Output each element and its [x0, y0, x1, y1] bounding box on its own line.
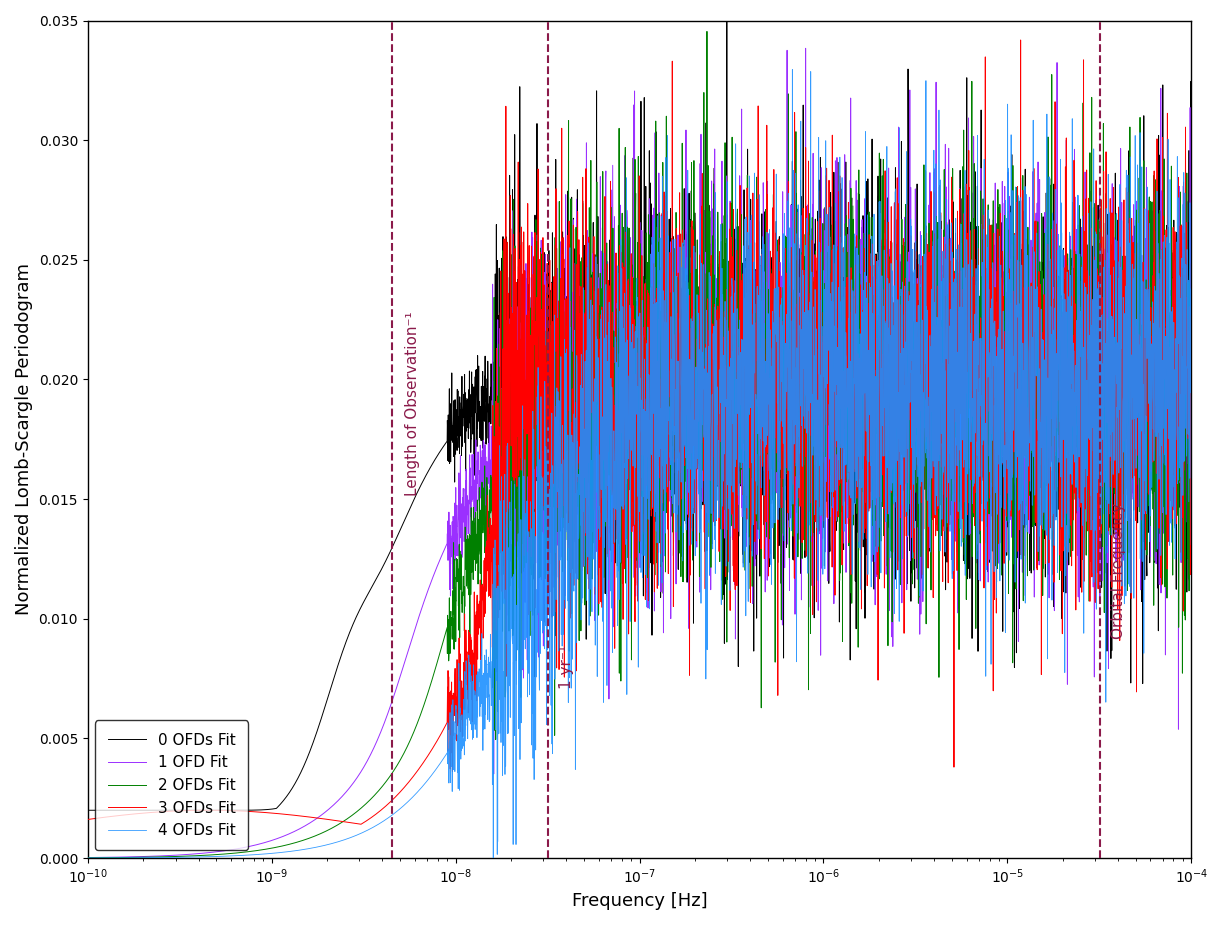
3 OFDs Fit	[799, 142, 813, 154]
0 OFDs Fit	[799, 313, 813, 324]
1 OFD Fit	[1184, 556, 1199, 567]
1 OFD Fit	[904, 383, 918, 394]
Text: 1 yr⁻¹: 1 yr⁻¹	[559, 645, 574, 689]
1 OFD Fit	[81, 852, 95, 863]
0 OFDs Fit	[988, 449, 1003, 460]
1 OFD Fit	[503, 603, 517, 614]
4 OFDs Fit	[486, 853, 500, 864]
2 OFDs Fit	[281, 839, 296, 850]
Line: 0 OFDs Fit: 0 OFDs Fit	[88, 5, 1191, 810]
4 OFDs Fit	[799, 240, 813, 251]
Line: 2 OFDs Fit: 2 OFDs Fit	[88, 31, 1191, 857]
Legend: 0 OFDs Fit, 1 OFD Fit, 2 OFDs Fit, 3 OFDs Fit, 4 OFDs Fit: 0 OFDs Fit, 1 OFD Fit, 2 OFDs Fit, 3 OFD…	[95, 721, 248, 850]
Text: Length of Observation⁻¹: Length of Observation⁻¹	[405, 311, 419, 496]
3 OFDs Fit	[81, 814, 95, 825]
0 OFDs Fit	[719, 0, 734, 10]
1 OFD Fit	[742, 205, 757, 216]
2 OFDs Fit	[988, 360, 1003, 371]
0 OFDs Fit	[281, 789, 296, 800]
2 OFDs Fit	[1184, 526, 1199, 537]
1 OFD Fit	[799, 461, 813, 472]
1 OFD Fit	[281, 829, 296, 840]
3 OFDs Fit	[1184, 258, 1199, 269]
3 OFDs Fit	[281, 809, 296, 820]
4 OFDs Fit	[1184, 539, 1199, 550]
Text: Orbital Frequency: Orbital Frequency	[1112, 503, 1126, 639]
X-axis label: Frequency [Hz]: Frequency [Hz]	[571, 892, 707, 910]
0 OFDs Fit	[81, 805, 95, 816]
0 OFDs Fit	[904, 453, 918, 464]
2 OFDs Fit	[799, 288, 813, 299]
Line: 3 OFDs Fit: 3 OFDs Fit	[88, 40, 1191, 824]
Line: 4 OFDs Fit: 4 OFDs Fit	[88, 69, 1191, 858]
2 OFDs Fit	[700, 26, 714, 37]
0 OFDs Fit	[742, 389, 757, 401]
3 OFDs Fit	[503, 442, 517, 453]
4 OFDs Fit	[904, 442, 918, 453]
4 OFDs Fit	[742, 357, 757, 368]
2 OFDs Fit	[904, 333, 918, 344]
Y-axis label: Normalized Lomb-Scargle Periodogram: Normalized Lomb-Scargle Periodogram	[15, 264, 33, 615]
4 OFDs Fit	[785, 64, 800, 75]
4 OFDs Fit	[988, 331, 1003, 342]
4 OFDs Fit	[503, 680, 517, 691]
0 OFDs Fit	[1184, 455, 1199, 466]
1 OFD Fit	[799, 43, 813, 54]
2 OFDs Fit	[742, 311, 757, 322]
Line: 1 OFD Fit: 1 OFD Fit	[88, 48, 1191, 857]
1 OFD Fit	[988, 178, 1003, 189]
3 OFDs Fit	[353, 819, 368, 830]
0 OFDs Fit	[503, 217, 517, 228]
3 OFDs Fit	[988, 469, 1003, 480]
2 OFDs Fit	[503, 371, 517, 382]
2 OFDs Fit	[81, 852, 95, 863]
4 OFDs Fit	[281, 846, 296, 857]
3 OFDs Fit	[1014, 34, 1029, 45]
4 OFDs Fit	[81, 853, 95, 864]
3 OFDs Fit	[742, 339, 757, 351]
3 OFDs Fit	[904, 456, 918, 467]
